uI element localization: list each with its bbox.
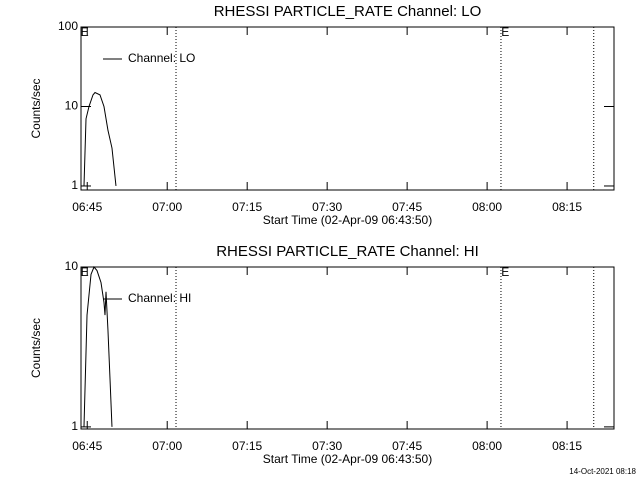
legend-label: Channel: LO xyxy=(128,51,195,65)
x-tick-label: 06:45 xyxy=(72,439,102,453)
y-tick-label: 10 xyxy=(65,259,79,273)
footer: 14-Oct-2021 08:18 xyxy=(569,467,636,476)
y-tick-label: 100 xyxy=(58,19,78,33)
x-tick-label: 07:30 xyxy=(312,439,342,453)
data-line xyxy=(83,266,113,427)
x-tick-label: 07:15 xyxy=(232,200,262,214)
y-tick-label: 1 xyxy=(71,419,78,433)
annotation: E xyxy=(81,265,89,279)
x-tick-label: 08:15 xyxy=(552,200,582,214)
y-axis-label: Counts/sec xyxy=(29,78,43,138)
annotation: E xyxy=(501,265,509,279)
x-tick-label: 06:45 xyxy=(72,200,102,214)
x-tick-label: 07:15 xyxy=(232,439,262,453)
x-tick-label: 07:30 xyxy=(312,200,342,214)
x-axis-label: Start Time (02-Apr-09 06:43:50) xyxy=(263,452,432,466)
legend-label: Channel: HI xyxy=(128,291,191,305)
x-tick-label: 08:15 xyxy=(552,439,582,453)
annotation: E xyxy=(501,25,509,39)
x-tick-label: 08:00 xyxy=(472,439,502,453)
chart-title: RHESSI PARTICLE_RATE Channel: HI xyxy=(216,243,479,260)
x-tick-label: 07:45 xyxy=(392,439,422,453)
x-tick-label: 07:00 xyxy=(152,439,182,453)
x-tick-label: 08:00 xyxy=(472,200,502,214)
plot-frame xyxy=(80,266,615,430)
data-line xyxy=(83,91,117,187)
x-tick-label: 07:00 xyxy=(152,200,182,214)
plot-frame xyxy=(80,26,615,191)
y-axis-label: Counts/sec xyxy=(29,318,43,378)
y-tick-label: 1 xyxy=(71,178,78,192)
annotation: E xyxy=(81,25,89,39)
x-axis-label: Start Time (02-Apr-09 06:43:50) xyxy=(263,213,432,227)
x-tick-label: 07:45 xyxy=(392,200,422,214)
chart-title: RHESSI PARTICLE_RATE Channel: LO xyxy=(214,3,482,20)
y-tick-label: 10 xyxy=(65,99,79,113)
